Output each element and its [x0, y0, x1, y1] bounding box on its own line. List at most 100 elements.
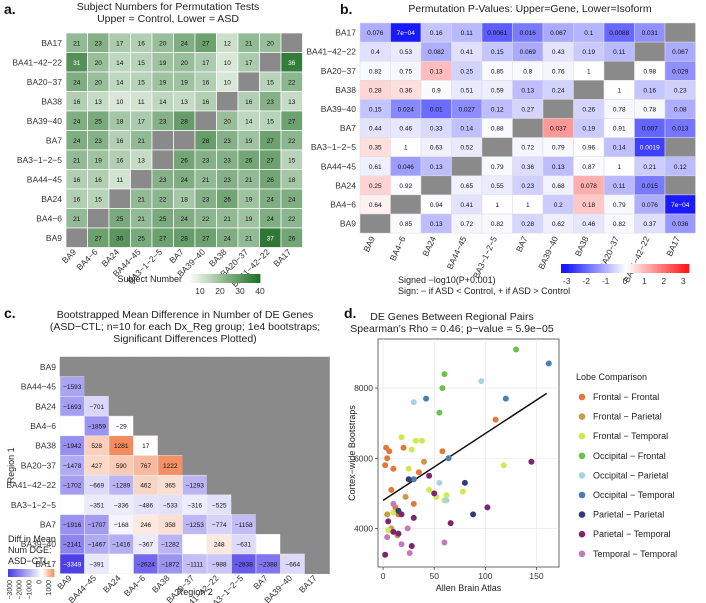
- legend-swatch-c: [44, 569, 47, 577]
- cell-c: [157, 356, 183, 377]
- cell-value-b: 0.029: [672, 68, 689, 75]
- cell-value-a: 23: [224, 138, 232, 145]
- legend-swatch-a: [240, 274, 243, 283]
- cell-value-a: 16: [245, 99, 253, 106]
- legend-swatch-a: [204, 274, 207, 283]
- legend-swatch-c: [37, 569, 40, 577]
- row-label-b: BA41−42−22: [306, 47, 356, 57]
- scatter-point-d: [390, 500, 397, 507]
- legend-swatch-b: [644, 264, 647, 273]
- cell-value-b: 0.78: [613, 106, 626, 113]
- legend-swatch-c: [48, 569, 50, 577]
- legend-swatch-a: [235, 274, 238, 283]
- cell-b: [512, 118, 544, 138]
- cell-value-c: 427: [91, 463, 102, 470]
- legend-swatch-c: [14, 569, 17, 577]
- legend-swatch-c: [19, 569, 22, 577]
- panel-c-subtitle: (ASD−CTL; n=10 for each Dx_Reg group; 1e…: [50, 321, 320, 333]
- cell-value-a: 15: [138, 79, 146, 86]
- cell-value-a: 16: [202, 79, 210, 86]
- plot-area-d: [377, 338, 560, 568]
- legend-swatch-d: [578, 452, 586, 460]
- legend-swatch-b: [567, 264, 570, 273]
- cell-value-a: 24: [73, 79, 81, 86]
- legend-tick-b: 1: [642, 276, 647, 286]
- legend-swatch-d: [578, 550, 586, 558]
- scatter-point-d: [390, 509, 397, 516]
- cell-a: [151, 149, 174, 170]
- cell-value-a: 24: [181, 177, 189, 184]
- cell-value-a: 20: [159, 40, 167, 47]
- cell-value-a: 16: [73, 99, 81, 106]
- scatter-point-d: [386, 448, 393, 455]
- cell-b: [664, 137, 696, 157]
- scatter-point-d: [402, 493, 409, 500]
- scatter-point-d: [385, 518, 392, 525]
- cell-value-b: 0.16: [643, 87, 656, 94]
- legend-swatch-c: [18, 569, 20, 577]
- cell-value-a: 22: [288, 216, 296, 223]
- cell-value-a: 21: [224, 216, 232, 223]
- cell-value-c: −2838: [235, 561, 254, 568]
- legend-tick-c: −2000: [17, 580, 24, 600]
- cell-value-b: 1: [495, 202, 499, 209]
- cell-b: [664, 175, 696, 196]
- cell-value-b: 0.13: [430, 68, 443, 75]
- row-label-a: BA20−37: [27, 77, 62, 87]
- cell-c: [108, 396, 134, 417]
- scatter-point-d: [421, 458, 428, 465]
- cell-value-b: 0.007: [642, 126, 659, 133]
- legend-swatch-c: [11, 569, 13, 577]
- legend-swatch-d: [578, 511, 586, 518]
- legend-swatch-c: [27, 569, 30, 577]
- legend-swatch-a: [254, 274, 257, 283]
- legend-swatch-c: [25, 569, 27, 577]
- cell-value-a: 19: [245, 196, 253, 203]
- y-tick-label-d: 8000: [354, 383, 373, 393]
- scatter-point-d: [436, 409, 443, 416]
- legend-title2-c: Num DGE:: [8, 545, 52, 555]
- legend-swatch-c: [22, 569, 25, 577]
- cell-value-b: 0.16: [430, 30, 443, 37]
- legend-swatch-a: [237, 274, 240, 283]
- legend-swatch-a: [218, 274, 221, 283]
- cell-value-a: 20: [224, 118, 232, 125]
- legend-swatch-a: [246, 274, 249, 283]
- legend-swatch-c: [34, 569, 36, 577]
- cell-b: [603, 60, 635, 81]
- legend-swatch-c: [24, 569, 26, 577]
- cell-value-a: 28: [181, 235, 189, 242]
- cell-value-c: −391: [89, 561, 104, 568]
- cell-value-a: 23: [224, 157, 232, 164]
- cell-value-c: −1859: [88, 423, 107, 430]
- legend-entry-d: Occipital − Parietal: [593, 470, 668, 480]
- row-label-a: BA3−1−2−5: [17, 155, 62, 165]
- cell-c: [133, 356, 159, 377]
- cell-value-c: 246: [140, 522, 151, 529]
- cell-value-c: −1702: [63, 483, 82, 490]
- legend-swatch-b: [620, 264, 624, 273]
- cell-value-a: 37: [267, 235, 275, 242]
- cell-b: [664, 22, 696, 43]
- panel-a-title: Subject Numbers for Permutation Tests: [77, 1, 259, 13]
- cell-c: [157, 415, 183, 437]
- cell-value-b: 0.036: [672, 221, 689, 228]
- cell-value-a: 17: [245, 60, 253, 67]
- cell-value-b: 0.0088: [609, 30, 629, 37]
- cell-value-a: 21: [73, 216, 81, 223]
- cell-value-b: 0.18: [582, 202, 595, 209]
- cell-value-a: 31: [73, 60, 81, 67]
- legend-swatch-b: [661, 264, 664, 273]
- cell-value-b: 0.27: [521, 106, 534, 113]
- cell-value-c: −1416: [112, 542, 131, 549]
- cell-value-b: 0.41: [460, 49, 473, 56]
- cell-value-b: 0.36: [521, 164, 534, 171]
- cell-value-a: 20: [181, 60, 189, 67]
- scatter-point-d: [418, 437, 425, 444]
- legend-entry-d: Frontal − Temporal: [593, 431, 668, 441]
- cell-value-b: 0.33: [430, 126, 443, 133]
- cell-value-a: 18: [181, 196, 189, 203]
- cell-value-b: 0.14: [460, 126, 473, 133]
- legend-swatch-b: [605, 264, 609, 273]
- cell-value-b: 0.79: [613, 202, 626, 209]
